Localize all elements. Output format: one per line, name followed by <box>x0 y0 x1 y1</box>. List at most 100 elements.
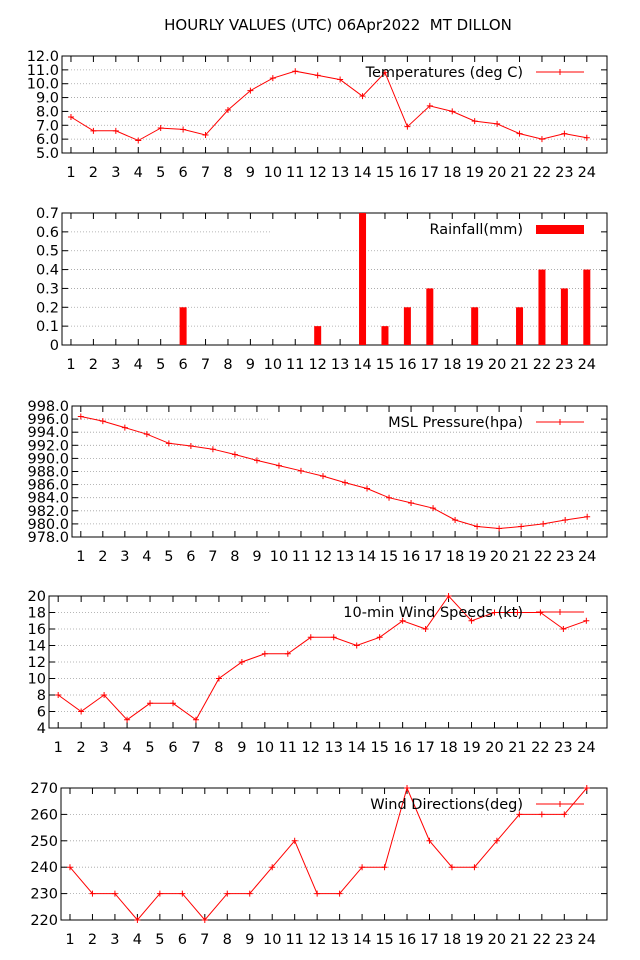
chart-wind-speed-point <box>101 692 108 698</box>
chart-wind-direction-xtick-label: 18 <box>443 932 461 948</box>
chart-wind-direction-point <box>426 837 433 844</box>
chart-pressure-xtick-label: 8 <box>230 549 239 565</box>
chart-pressure-point <box>77 413 84 420</box>
chart-temperature-ytick-label: 9.0 <box>36 91 59 107</box>
chart-wind-speed-point <box>399 617 406 624</box>
chart-temperature-xtick-label: 13 <box>331 165 349 181</box>
chart-rainfall-xtick-label: 20 <box>488 357 506 373</box>
chart-pressure-xtick-label: 2 <box>98 549 107 565</box>
chart-pressure-ytick-label: 988.0 <box>27 465 69 481</box>
chart-wind-speed-ytick-label: 6 <box>37 705 46 721</box>
chart-temperature-point <box>202 131 209 138</box>
chart-rainfall-ytick-label: 0.1 <box>36 319 59 335</box>
chart-wind-direction-ytick-label: 240 <box>30 860 58 876</box>
chart-pressure-ytick-label: 984.0 <box>27 491 69 507</box>
chart-wind-speed-xtick-label: 15 <box>370 740 388 756</box>
chart-rainfall-bar <box>516 307 524 345</box>
chart-pressure-xtick-label: 4 <box>142 549 151 565</box>
chart-pressure-xtick-label: 1 <box>76 549 85 565</box>
chart-pressure-ytick-label: 986.0 <box>27 478 69 494</box>
chart-rainfall-xtick-label: 16 <box>398 357 416 373</box>
chart-wind-direction-legend-point <box>557 801 563 807</box>
chart-rainfall-xtick-label: 14 <box>353 357 371 373</box>
chart-temperature-point <box>224 107 231 114</box>
chart-pressure-xtick-label: 12 <box>314 549 332 565</box>
chart-temperature-ytick-label: 8.0 <box>36 104 59 120</box>
chart-temperature-point <box>90 127 97 134</box>
chart-pressure-xtick-label: 5 <box>164 549 173 565</box>
chart-wind-speed-ytick-label: 20 <box>28 589 46 605</box>
chart-temperature-xtick-label: 24 <box>578 165 596 181</box>
chart-pressure-xtick-label: 20 <box>490 549 508 565</box>
chart-rainfall-bar <box>471 307 479 345</box>
chart-temperature-xtick-label: 15 <box>376 165 394 181</box>
chart-rainfall-bar <box>426 288 434 345</box>
chart-wind-speed-xtick-label: 12 <box>302 740 320 756</box>
chart-wind-direction-xtick-label: 16 <box>398 932 416 948</box>
chart-temperature-xtick-label: 19 <box>465 165 483 181</box>
chart-pressure-ytick-label: 990.0 <box>27 451 69 467</box>
chart-pressure-point <box>452 516 459 523</box>
chart-temperature-xtick-label: 20 <box>488 165 506 181</box>
chart-temperature-xtick-label: 16 <box>398 165 416 181</box>
chart-wind-speed-xtick-label: 24 <box>577 740 595 756</box>
chart-rainfall-xtick-label: 12 <box>308 357 326 373</box>
chart-wind-speed-ytick-label: 14 <box>28 639 46 655</box>
chart-pressure-point <box>253 457 260 464</box>
chart-wind-speed-point <box>491 609 498 616</box>
chart-temperature-point <box>471 118 478 125</box>
chart-pressure-point <box>297 467 304 474</box>
chart-temperature-legend-label: Temperatures (deg C) <box>365 65 523 81</box>
chart-wind-speed-xtick-label: 10 <box>256 740 274 756</box>
chart-wind-direction-ytick-label: 230 <box>30 887 58 903</box>
chart-temperature-point <box>561 130 568 137</box>
chart-rainfall-xtick-label: 9 <box>246 357 255 373</box>
chart-pressure-point <box>386 494 393 501</box>
chart-pressure-ytick-label: 998.0 <box>27 399 69 415</box>
chart-wind-direction-point <box>336 890 343 897</box>
chart-temperature-point <box>157 125 164 132</box>
chart-wind-speed-xtick-label: 14 <box>347 740 365 756</box>
chart-wind-direction-series-line <box>69 786 588 921</box>
chart-rainfall-ytick-label: 0.2 <box>36 300 59 316</box>
chart-pressure-series-line <box>80 416 588 530</box>
chart-wind-direction-point <box>246 890 253 897</box>
chart-temperature-point <box>112 127 119 134</box>
chart-wind-speed-xtick-label: 9 <box>237 740 246 756</box>
chart-wind-direction-xtick-label: 20 <box>488 932 506 948</box>
chart-pressure-xtick-label: 13 <box>336 549 354 565</box>
chart-temperature-ytick-label: 11.0 <box>27 63 59 79</box>
chart-temperature-xtick-label: 23 <box>555 165 573 181</box>
chart-rainfall-xtick-label: 2 <box>89 357 98 373</box>
chart-wind-speed-point <box>192 716 199 723</box>
chart-wind-speed-xtick-label: 21 <box>508 740 526 756</box>
chart-wind-speed-point <box>353 642 360 649</box>
chart-rainfall-xtick-label: 7 <box>201 357 210 373</box>
chart-pressure-ytick-label: 994.0 <box>27 425 69 441</box>
chart-rainfall-ytick-label: 0.6 <box>36 225 59 241</box>
chart-rainfall-xtick-label: 3 <box>111 357 120 373</box>
chart-wind-direction-xtick-label: 24 <box>578 932 596 948</box>
chart-wind-direction-xtick-label: 6 <box>178 932 187 948</box>
chart-wind-speed-xtick-label: 2 <box>77 740 86 756</box>
chart-wind-direction-xtick-label: 21 <box>510 932 528 948</box>
chart-wind-speed-point <box>422 626 429 632</box>
chart-temperature-xtick-label: 14 <box>353 165 371 181</box>
chart-pressure-ytick-label: 980.0 <box>27 517 69 533</box>
chart-temperature-point <box>494 120 501 127</box>
chart-wind-speed-xtick-label: 19 <box>462 740 480 756</box>
chart-pressure-point <box>165 440 172 447</box>
chart-pressure-point <box>342 479 349 486</box>
chart-pressure-xtick-label: 11 <box>292 549 310 565</box>
chart-wind-speed-xtick-label: 23 <box>554 740 572 756</box>
chart-pressure-point <box>474 523 481 530</box>
chart-temperature-point <box>292 68 299 75</box>
chart-pressure-point <box>518 523 525 530</box>
chart-wind-direction-ytick-label: 250 <box>30 834 58 850</box>
chart-wind-direction-xtick-label: 17 <box>420 932 438 948</box>
chart-pressure-point <box>275 462 282 469</box>
chart-wind-speed-ytick-label: 16 <box>28 622 46 638</box>
chart-pressure-point <box>187 442 194 449</box>
chart-wind-speed-point <box>330 634 337 641</box>
chart-temperature-legend-point <box>557 69 563 75</box>
